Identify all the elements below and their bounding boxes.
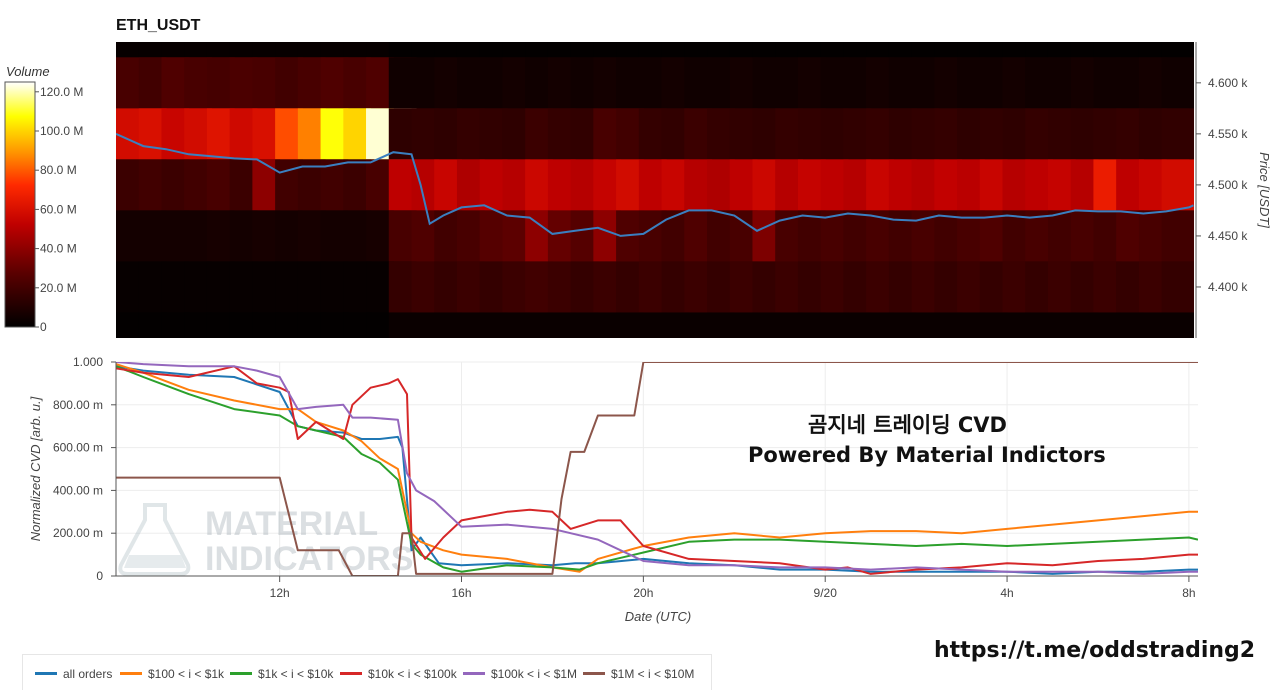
cvd-x-tick-label: 4h [1000, 586, 1013, 600]
cvd-series-lines [116, 362, 1198, 576]
colorbar-tick-label: 0 [40, 320, 47, 334]
legend-swatch [230, 672, 252, 676]
colorbar [4, 81, 36, 328]
price-tick-label: 4.500 k [1208, 178, 1248, 192]
telegram-link[interactable]: https://t.me/oddstrading2 [934, 638, 1256, 663]
cvd-x-tick-label: 9/20 [814, 586, 838, 600]
colorbar-tick-label: 40.0 M [40, 242, 77, 256]
legend-item-100k-1m[interactable]: $100k < i < $1M [463, 667, 577, 681]
legend-swatch [340, 672, 362, 676]
cvd-y-tick-label: 1.000 [73, 355, 103, 369]
overlay-title-powered: Powered By Material Indictors [748, 443, 1106, 467]
legend-swatch [463, 672, 485, 676]
price-axis-label: Price [USDT] [1257, 152, 1272, 228]
heatmap-cells [116, 42, 1194, 338]
colorbar-tick-label: 80.0 M [40, 163, 77, 177]
legend-label: all orders [63, 667, 113, 681]
watermark-text-2: INDICATORS [205, 540, 413, 578]
cvd-y-ticks: 1.000 800.00 m 600.00 m 400.00 m 200.00 m 0 [53, 355, 116, 583]
heatmap-title: ETH_USDT [116, 17, 201, 34]
heatmap-cell [1161, 210, 1194, 262]
cvd-y-tick-label: 0 [96, 569, 103, 583]
cvd-x-tick-label: 8h [1182, 586, 1195, 600]
legend-item-1k-10k[interactable]: $1k < i < $10k [230, 667, 333, 681]
legend-label: $1M < i < $10M [611, 667, 695, 681]
legend-swatch [120, 672, 142, 676]
colorbar-tick-label: 60.0 M [40, 202, 77, 216]
cvd-y-tick-label: 600.00 m [53, 441, 103, 455]
price-tick-label: 4.600 k [1208, 76, 1248, 90]
cvd-x-tick-label: 12h [270, 586, 290, 600]
legend-item-1m-10m[interactable]: $1M < i < $10M [583, 667, 694, 681]
colorbar-ticks: 120.0 M 100.0 M 80.0 M 60.0 M 40.0 M 20.0 M 0 [35, 85, 83, 334]
price-axis-ticks: 4.600 k 4.550 k 4.500 k 4.450 k 4.400 k [1196, 76, 1248, 294]
legend-item-all-orders[interactable]: all orders [35, 667, 112, 681]
legend-swatch [583, 672, 605, 676]
heatmap-cell [1161, 57, 1194, 109]
cvd-y-tick-label: 400.00 m [53, 483, 103, 497]
legend-item-10k-100k[interactable]: $10k < i < $100k [340, 667, 457, 681]
legend: all orders $100 < i < $1k $1k < i < $10k… [22, 654, 712, 690]
colorbar-tick-label: 20.0 M [40, 281, 77, 295]
heatmap-cell [1161, 312, 1194, 338]
legend-label: $1k < i < $10k [258, 667, 334, 681]
colorbar-tick-label: 100.0 M [40, 124, 83, 138]
legend-item-100-1k[interactable]: $100 < i < $1k [120, 667, 224, 681]
heatmap-cell [1161, 159, 1194, 211]
legend-label: $10k < i < $100k [368, 667, 457, 681]
legend-label: $100 < i < $1k [148, 667, 225, 681]
cvd-x-tick-label: 16h [451, 586, 471, 600]
cvd-y-tick-label: 800.00 m [53, 398, 103, 412]
price-tick-label: 4.450 k [1208, 229, 1248, 243]
legend-swatch [35, 672, 57, 676]
cvd-series-line-4 [116, 362, 1198, 575]
cvd-x-label: Date (UTC) [625, 609, 691, 624]
colorbar-label: Volume [6, 64, 50, 79]
colorbar-tick-label: 120.0 M [40, 85, 83, 99]
cvd-y-tick-label: 200.00 m [53, 526, 103, 540]
heatmap-cell [1161, 261, 1194, 313]
heatmap-cell [1161, 108, 1194, 160]
price-tick-label: 4.550 k [1208, 127, 1248, 141]
price-tick-label: 4.400 k [1208, 280, 1248, 294]
cvd-x-tick-label: 20h [633, 586, 653, 600]
legend-label: $100k < i < $1M [491, 667, 578, 681]
cvd-series-line-5 [116, 362, 1198, 576]
cvd-y-label: Normalized CVD [arb. u.] [28, 396, 43, 541]
cvd-x-ticks: 12h 16h 20h 9/20 4h 8h [270, 576, 1196, 600]
overlay-title-korean: 곰지네 트레이딩 CVD [808, 413, 1007, 437]
heatmap-cell [1161, 42, 1194, 58]
price-line [116, 132, 1194, 237]
